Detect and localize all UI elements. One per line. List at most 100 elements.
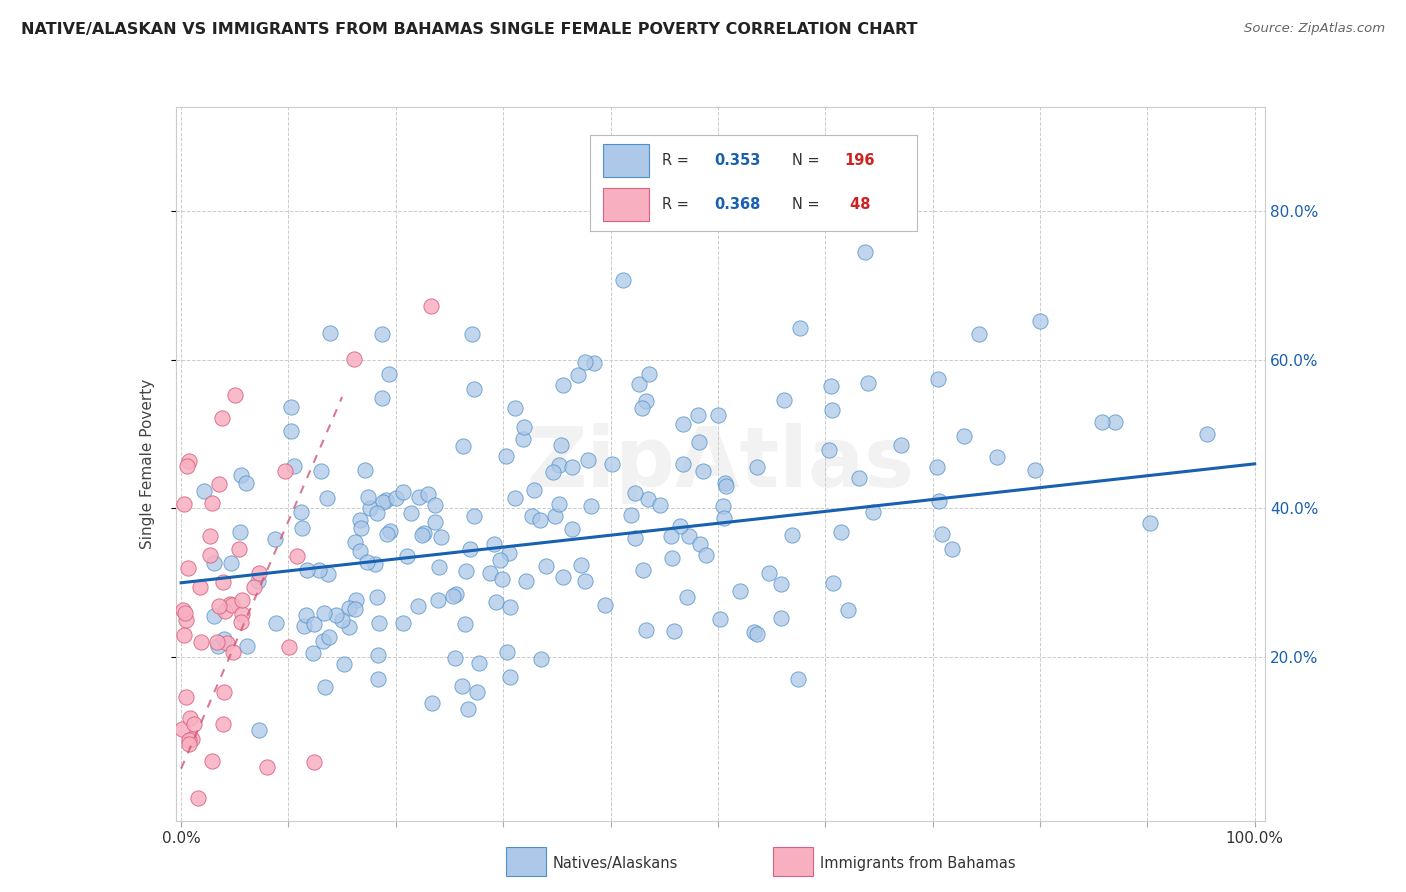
Text: N =: N =: [793, 197, 825, 212]
Point: [711, 499, 734, 513]
Point: [172, 722, 194, 736]
Point: [941, 542, 963, 557]
Point: [561, 459, 583, 474]
Point: [302, 646, 325, 660]
Point: [416, 487, 439, 501]
Point: [236, 639, 259, 653]
Point: [716, 479, 738, 493]
Point: [256, 760, 278, 774]
Point: [177, 561, 200, 575]
Point: [650, 498, 672, 512]
Point: [789, 321, 811, 335]
Point: [550, 437, 572, 451]
Point: [627, 377, 650, 392]
Point: [1091, 415, 1114, 429]
Point: [330, 614, 353, 628]
Point: [187, 791, 209, 805]
Point: [523, 483, 546, 497]
Point: [374, 493, 396, 508]
Point: [231, 607, 253, 621]
Point: [350, 521, 373, 535]
Point: [692, 464, 714, 478]
FancyBboxPatch shape: [603, 145, 648, 177]
Point: [406, 599, 429, 614]
Point: [247, 574, 270, 588]
Point: [745, 459, 768, 474]
Point: [689, 537, 711, 551]
Point: [221, 598, 243, 612]
Point: [316, 566, 339, 581]
Point: [177, 737, 200, 751]
Point: [441, 589, 464, 603]
Point: [426, 592, 449, 607]
Point: [395, 549, 418, 563]
Point: [499, 599, 522, 614]
Point: [193, 484, 215, 499]
Point: [183, 717, 205, 731]
Point: [742, 624, 765, 639]
Point: [787, 672, 810, 686]
Point: [769, 576, 792, 591]
Point: [205, 635, 228, 649]
Text: NATIVE/ALASKAN VS IMMIGRANTS FROM BAHAMAS SINGLE FEMALE POVERTY CORRELATION CHAR: NATIVE/ALASKAN VS IMMIGRANTS FROM BAHAMA…: [21, 22, 918, 37]
Point: [211, 574, 233, 589]
Point: [235, 475, 257, 490]
Point: [371, 494, 394, 508]
Point: [214, 603, 236, 617]
Point: [451, 679, 474, 693]
Point: [688, 435, 710, 450]
Point: [561, 523, 583, 537]
Y-axis label: Single Female Poverty: Single Female Poverty: [141, 379, 155, 549]
Point: [337, 620, 360, 634]
Text: Natives/Alaskans: Natives/Alaskans: [553, 856, 678, 871]
Point: [713, 511, 735, 525]
Point: [444, 651, 467, 665]
Point: [309, 464, 332, 478]
Point: [343, 352, 366, 367]
Point: [773, 392, 796, 407]
Point: [456, 564, 478, 578]
Point: [638, 367, 661, 381]
Point: [218, 597, 240, 611]
Point: [695, 549, 717, 563]
Point: [1195, 427, 1218, 442]
Point: [229, 525, 252, 540]
Point: [636, 394, 658, 409]
Point: [344, 592, 367, 607]
Point: [319, 326, 342, 341]
Point: [212, 632, 235, 647]
FancyBboxPatch shape: [603, 188, 648, 221]
Point: [927, 459, 949, 474]
Point: [623, 486, 645, 500]
Point: [318, 630, 340, 644]
Point: [631, 564, 654, 578]
Point: [593, 598, 616, 612]
Point: [548, 458, 571, 472]
Point: [512, 432, 534, 446]
Point: [1024, 463, 1046, 477]
Point: [283, 458, 305, 473]
Point: [427, 559, 450, 574]
Point: [678, 529, 700, 543]
Point: [249, 723, 271, 737]
Point: [177, 454, 200, 468]
Point: [541, 465, 564, 479]
Point: [454, 617, 477, 632]
Point: [848, 471, 870, 485]
Point: [401, 506, 423, 520]
Point: [709, 612, 731, 626]
Point: [928, 494, 950, 508]
Point: [830, 524, 852, 539]
Text: N =: N =: [793, 153, 825, 168]
Point: [890, 438, 912, 452]
Point: [451, 439, 474, 453]
Point: [392, 485, 415, 500]
Point: [370, 391, 392, 405]
Point: [312, 606, 335, 620]
Point: [207, 476, 229, 491]
Point: [576, 453, 599, 467]
Point: [408, 490, 430, 504]
Text: 0.353: 0.353: [714, 153, 761, 168]
Point: [862, 505, 884, 519]
Point: [316, 491, 339, 505]
